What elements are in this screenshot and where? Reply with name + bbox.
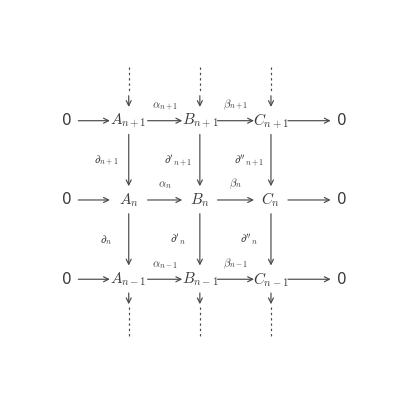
Text: $A_n$: $A_n$ xyxy=(119,191,138,209)
Text: 0: 0 xyxy=(337,113,347,128)
Text: $B_n$: $B_n$ xyxy=(190,191,210,209)
Text: $\partial''_n$: $\partial''_n$ xyxy=(240,232,258,247)
Text: $C_{n+1}$: $C_{n+1}$ xyxy=(253,111,289,131)
Text: $\alpha_{n-1}$: $\alpha_{n-1}$ xyxy=(152,259,178,271)
Text: $\beta_{n+1}$: $\beta_{n+1}$ xyxy=(223,98,248,112)
Text: $\partial'_n$: $\partial'_n$ xyxy=(170,232,186,247)
Text: 0: 0 xyxy=(62,113,72,128)
Text: $C_{n-1}$: $C_{n-1}$ xyxy=(253,270,289,289)
Text: $A_{n+1}$: $A_{n+1}$ xyxy=(111,111,147,130)
Text: $\partial_n$: $\partial_n$ xyxy=(100,233,113,247)
Text: $\alpha_{n+1}$: $\alpha_{n+1}$ xyxy=(152,100,178,112)
Text: $B_{n-1}$: $B_{n-1}$ xyxy=(182,270,218,288)
Text: $\partial'_{n+1}$: $\partial'_{n+1}$ xyxy=(164,153,192,168)
Text: 0: 0 xyxy=(62,192,72,208)
Text: $\partial_{n+1}$: $\partial_{n+1}$ xyxy=(94,153,119,167)
Text: $\beta_{n-1}$: $\beta_{n-1}$ xyxy=(223,256,248,271)
Text: $\partial''_{n+1}$: $\partial''_{n+1}$ xyxy=(234,153,264,168)
Text: $A_{n-1}$: $A_{n-1}$ xyxy=(111,270,147,288)
Text: $\alpha_n$: $\alpha_n$ xyxy=(158,179,172,191)
Text: 0: 0 xyxy=(62,272,72,287)
Text: $B_{n+1}$: $B_{n+1}$ xyxy=(182,111,218,130)
Text: 0: 0 xyxy=(337,192,347,208)
Text: $\beta_n$: $\beta_n$ xyxy=(229,177,242,191)
Text: $C_n$: $C_n$ xyxy=(261,191,280,209)
Text: 0: 0 xyxy=(337,272,347,287)
